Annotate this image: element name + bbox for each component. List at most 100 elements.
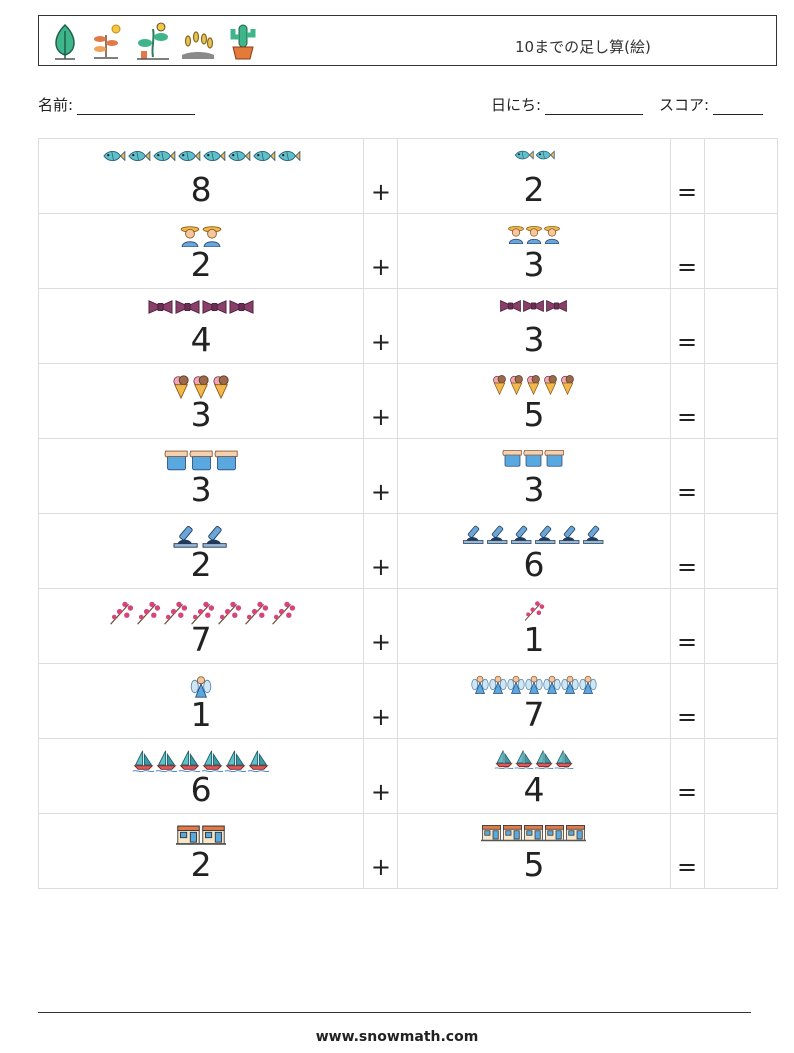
problem-row: 7 +1 = bbox=[37, 588, 779, 664]
bow-tie-icon bbox=[175, 300, 200, 314]
farmer-icon bbox=[202, 226, 222, 247]
date-blank[interactable] bbox=[545, 100, 644, 115]
answer-cell[interactable] bbox=[703, 288, 779, 364]
plus-cell: + bbox=[363, 588, 399, 664]
shop-icon bbox=[523, 825, 545, 842]
ice-cream-icon bbox=[213, 375, 229, 399]
plus-cell: + bbox=[363, 438, 399, 514]
answer-cell[interactable] bbox=[703, 738, 779, 814]
score-blank[interactable] bbox=[713, 100, 764, 115]
addend-a-icons bbox=[39, 674, 363, 699]
addend-b-cell: 5 bbox=[397, 813, 671, 889]
fish-icon bbox=[103, 150, 126, 162]
microscope-icon bbox=[535, 525, 556, 544]
jar-icon bbox=[164, 450, 188, 471]
footer-divider bbox=[38, 1012, 751, 1013]
addend-a-number: 6 bbox=[190, 770, 212, 809]
flower-branch-icon bbox=[163, 601, 187, 625]
jar-icon bbox=[503, 450, 523, 467]
flower-branch-icon bbox=[244, 601, 268, 625]
sailboat-icon bbox=[514, 750, 534, 769]
answer-cell[interactable] bbox=[703, 813, 779, 889]
plus-sign: + bbox=[370, 403, 391, 431]
addend-b-icons bbox=[398, 674, 669, 695]
fairy-icon bbox=[471, 675, 489, 694]
answer-cell[interactable] bbox=[703, 438, 779, 514]
addend-a-number: 8 bbox=[190, 170, 212, 209]
equals-sign: = bbox=[677, 478, 698, 506]
addend-a-number: 4 bbox=[190, 320, 212, 359]
answer-cell[interactable] bbox=[703, 663, 779, 739]
leaf-icon bbox=[55, 23, 75, 60]
addend-a-cell: 7 bbox=[37, 588, 365, 664]
addend-a-icons bbox=[39, 149, 363, 163]
fairy-icon bbox=[579, 675, 597, 694]
header-icons bbox=[47, 21, 263, 61]
sailboat-icon bbox=[201, 750, 224, 772]
flower-branch-icon bbox=[271, 601, 295, 625]
jar-icon bbox=[545, 450, 565, 467]
addend-a-number: 1 bbox=[190, 695, 212, 734]
equals-cell: = bbox=[669, 738, 705, 814]
bow-tie-icon bbox=[202, 300, 227, 314]
addend-a-cell: 3 bbox=[37, 363, 365, 439]
addend-b-icons bbox=[398, 374, 669, 395]
addend-a-cell: 4 bbox=[37, 288, 365, 364]
plus-sign: + bbox=[370, 853, 391, 881]
addend-a-icons bbox=[39, 374, 363, 399]
addend-b-number: 1 bbox=[523, 620, 545, 659]
equals-sign: = bbox=[677, 178, 698, 206]
equals-sign: = bbox=[677, 253, 698, 281]
sprout-icon bbox=[94, 24, 121, 59]
worksheet-title: 10までの足し算(絵) bbox=[515, 38, 651, 56]
score-field: スコア: bbox=[659, 94, 764, 115]
plus-cell: + bbox=[363, 213, 399, 289]
problem-row: 6 +4 = bbox=[37, 738, 779, 814]
ice-cream-icon bbox=[493, 375, 507, 395]
fish-icon bbox=[278, 150, 301, 162]
addend-b-cell: 6 bbox=[397, 513, 671, 589]
fairy-icon bbox=[489, 675, 507, 694]
fish-icon bbox=[178, 150, 201, 162]
addend-a-number: 7 bbox=[190, 620, 212, 659]
problem-row: 4 +3 = bbox=[37, 288, 779, 364]
equals-cell: = bbox=[669, 288, 705, 364]
addend-b-number: 5 bbox=[523, 845, 545, 884]
fairy-icon bbox=[507, 675, 525, 694]
date-field: 日にち: bbox=[491, 94, 644, 115]
addend-b-cell: 3 bbox=[397, 213, 671, 289]
addend-b-number: 6 bbox=[523, 545, 545, 584]
addend-b-icons bbox=[398, 299, 669, 313]
sailboat-icon bbox=[178, 750, 201, 772]
plus-cell: + bbox=[363, 813, 399, 889]
sailboat-icon bbox=[494, 750, 514, 769]
problems-table: 8 +2 = 2 +3 = 4 +3 = 3 +5 = 3 +3 = 2 +6 = 7 +1 = 1 +7 = 6 +4 = 2 +5 = bbox=[37, 138, 779, 889]
answer-cell[interactable] bbox=[703, 363, 779, 439]
equals-cell: = bbox=[669, 813, 705, 889]
answer-cell[interactable] bbox=[703, 213, 779, 289]
fish-icon bbox=[203, 150, 226, 162]
bow-tie-icon bbox=[523, 300, 545, 312]
flower-branch-icon bbox=[109, 601, 133, 625]
answer-cell[interactable] bbox=[703, 513, 779, 589]
plus-sign: + bbox=[370, 778, 391, 806]
microscope-icon bbox=[202, 526, 227, 548]
equals-cell: = bbox=[669, 438, 705, 514]
fairy-icon bbox=[525, 675, 543, 694]
equals-cell: = bbox=[669, 588, 705, 664]
addend-b-cell: 3 bbox=[397, 288, 671, 364]
name-blank[interactable] bbox=[77, 100, 196, 115]
addend-b-cell: 3 bbox=[397, 438, 671, 514]
sailboat-icon bbox=[132, 750, 155, 772]
answer-cell[interactable] bbox=[703, 138, 779, 214]
bow-tie-icon bbox=[546, 300, 568, 312]
date-label: 日にち: bbox=[491, 96, 542, 114]
answer-cell[interactable] bbox=[703, 588, 779, 664]
fish-icon bbox=[253, 150, 276, 162]
problem-row: 2 +3 = bbox=[37, 213, 779, 289]
ice-cream-icon bbox=[561, 375, 575, 395]
addend-b-number: 3 bbox=[523, 245, 545, 284]
addend-a-cell: 2 bbox=[37, 213, 365, 289]
addend-a-number: 2 bbox=[190, 245, 212, 284]
addend-a-icons bbox=[39, 749, 363, 772]
